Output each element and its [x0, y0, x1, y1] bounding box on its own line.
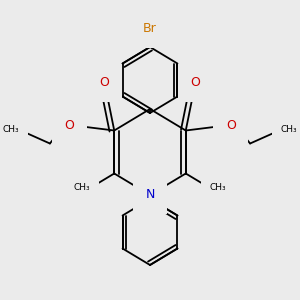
Text: CH₃: CH₃ — [281, 125, 298, 134]
Text: CH₃: CH₃ — [74, 183, 90, 192]
Text: O: O — [100, 76, 110, 89]
Text: CH₃: CH₃ — [210, 183, 226, 192]
Text: N: N — [145, 188, 155, 202]
Text: O: O — [226, 119, 236, 132]
Text: Br: Br — [143, 22, 157, 35]
Text: CH₃: CH₃ — [2, 125, 19, 134]
Text: O: O — [190, 76, 200, 89]
Text: O: O — [64, 119, 74, 132]
